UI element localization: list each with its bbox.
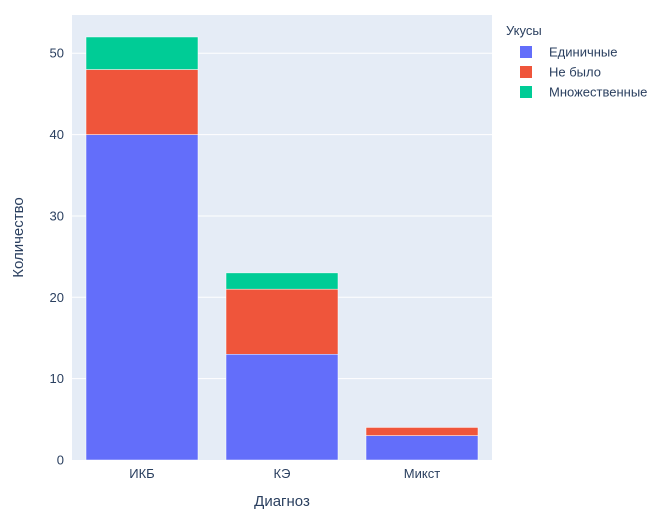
legend-item[interactable]: Множественные <box>549 85 647 100</box>
legend-swatch <box>520 46 532 58</box>
bar-segment[interactable] <box>85 69 199 135</box>
x-axis-ticks: ИКБ КЭ Микст <box>129 466 440 481</box>
y-tick-label: 30 <box>50 208 64 223</box>
x-tick-label: ИКБ <box>129 466 154 481</box>
bar-segment[interactable] <box>225 272 339 290</box>
legend-swatch <box>520 86 532 98</box>
bar-segment[interactable] <box>85 134 199 461</box>
legend-item[interactable]: Не было <box>549 65 601 80</box>
y-axis-title: Количество <box>10 197 27 278</box>
bar-segment[interactable] <box>365 427 479 436</box>
bar-segment[interactable] <box>365 435 479 461</box>
legend-item[interactable]: Единичные <box>549 45 618 60</box>
y-tick-label: 50 <box>50 46 64 61</box>
bar-segment[interactable] <box>225 353 339 461</box>
x-tick-label: Микст <box>404 466 440 481</box>
bar-segment[interactable] <box>225 288 339 355</box>
bar-segment[interactable] <box>85 36 199 70</box>
y-tick-label: 40 <box>50 127 64 142</box>
x-tick-label: КЭ <box>274 466 291 481</box>
bars <box>85 36 479 461</box>
legend-title: Укусы <box>506 23 542 38</box>
legend-swatch <box>520 66 532 78</box>
y-tick-label: 0 <box>57 453 64 468</box>
y-axis-ticks: 0 10 20 30 40 50 <box>50 46 64 468</box>
y-tick-label: 10 <box>50 371 64 386</box>
legend[interactable]: Укусы Единичные Не было Множественные <box>506 23 647 100</box>
y-tick-label: 20 <box>50 290 64 305</box>
x-axis-title: Диагноз <box>254 493 310 510</box>
